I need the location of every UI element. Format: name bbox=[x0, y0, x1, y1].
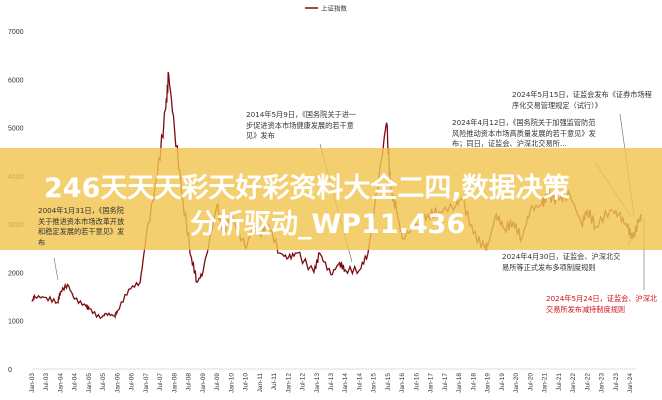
x-tick-label: Jan-09 bbox=[200, 373, 207, 393]
banner-overlay: 246天天天彩天好彩资料大全二四,数据决策 分析驱动_WP11.436 bbox=[0, 148, 662, 250]
x-tick-label: Jul-08 bbox=[186, 373, 193, 391]
legend-label: 上证指数 bbox=[321, 4, 348, 13]
x-tick-label: Jan-18 bbox=[456, 373, 463, 393]
x-tick-label: Jan-16 bbox=[399, 373, 406, 393]
x-tick-label: Jul-07 bbox=[157, 373, 164, 391]
x-tick-label: Jan-23 bbox=[599, 373, 606, 393]
y-tick-label: 2000 bbox=[8, 270, 24, 277]
x-tick-label: Jan-05 bbox=[86, 373, 93, 393]
x-tick-label: Jan-13 bbox=[314, 373, 321, 393]
x-tick-label: Jan-22 bbox=[570, 373, 577, 393]
annotation-2024-05-15: 2024年5月15日，证监会发布《证券市场程序化交易管理规定（试行）》 bbox=[512, 90, 652, 110]
y-tick-label: 5000 bbox=[8, 126, 24, 133]
x-tick-label: Jul-22 bbox=[584, 373, 591, 391]
annotation-2004: 2004年1月31日，《国务院关于推进资本市场改革开放和稳定发展的若干意见》发布 bbox=[38, 206, 125, 247]
y-tick-label: 6000 bbox=[8, 77, 24, 84]
banner-line-1: 246天天天彩天好彩资料大全二四,数据决策 bbox=[44, 173, 570, 204]
x-tick-label: Jan-04 bbox=[57, 373, 64, 393]
annotation-2024-04-12: 2024年4月12日，《国务院关于加强监管防范风险推动资本市场高质量发展的若干意… bbox=[452, 118, 596, 148]
x-tick-label: Jul-03 bbox=[43, 373, 50, 391]
x-tick-label: Jul-12 bbox=[300, 373, 307, 391]
annotation-arrow bbox=[53, 257, 59, 281]
x-tick-label: Jul-20 bbox=[527, 373, 534, 391]
x-tick-label: Jan-17 bbox=[428, 373, 435, 393]
x-tick-label: Jan-06 bbox=[114, 373, 121, 393]
x-tick-label: Jul-13 bbox=[328, 373, 335, 391]
x-tick-label: Jul-14 bbox=[356, 373, 363, 391]
x-tick-label: Jul-16 bbox=[413, 373, 420, 391]
x-tick-label: Jul-18 bbox=[470, 373, 477, 391]
x-tick-label: Jul-15 bbox=[385, 373, 392, 391]
x-tick-label: Jan-10 bbox=[228, 373, 235, 393]
x-tick-label: Jan-08 bbox=[171, 373, 178, 393]
x-tick-label: Jan-12 bbox=[285, 373, 292, 393]
x-tick-label: Jul-04 bbox=[72, 373, 79, 391]
x-tick-label: Jul-09 bbox=[214, 373, 221, 391]
x-tick-label: Jan-24 bbox=[627, 373, 634, 393]
x-tick-label: Jan-07 bbox=[143, 373, 150, 393]
x-tick-label: Jan-03 bbox=[29, 373, 36, 393]
annotation-2024-04-30: 2024年4月30日，证监会、沪深北交易所等正式发布多项制度规则 bbox=[502, 252, 621, 272]
x-tick-label: Jul-11 bbox=[271, 373, 278, 391]
x-tick-label: Jan-20 bbox=[513, 373, 520, 393]
x-tick-label: Jul-05 bbox=[100, 373, 107, 391]
x-tick-label: Jan-19 bbox=[485, 373, 492, 393]
x-tick-label: Jul-19 bbox=[499, 373, 506, 391]
x-tick-label: Jan-14 bbox=[342, 373, 349, 393]
annotation-2024-05-24: 2024年5月24日，证监会、沪深北交易所发布减持制度规则 bbox=[546, 294, 658, 314]
x-tick-label: Jan-11 bbox=[257, 373, 264, 393]
x-tick-label: Jul-23 bbox=[613, 373, 620, 391]
x-tick-label: Jul-10 bbox=[243, 373, 250, 391]
x-tick-label: Jul-17 bbox=[442, 373, 449, 391]
banner-line-2: 分析驱动_WP11.436 bbox=[190, 209, 466, 240]
x-tick-label: Jul-21 bbox=[556, 373, 563, 391]
y-tick-label: 7000 bbox=[8, 29, 24, 36]
x-tick-label: Jan-15 bbox=[371, 373, 378, 393]
x-tick-label: Jul-06 bbox=[129, 373, 136, 391]
y-tick-label: 0 bbox=[8, 367, 12, 374]
x-tick-label: Jan-21 bbox=[542, 373, 549, 393]
annotation-2014: 2014年5月9日，《国务院关于进一步促进资本市场健康发展的若干意见》发布 bbox=[246, 110, 357, 140]
y-tick-label: 1000 bbox=[8, 319, 24, 326]
